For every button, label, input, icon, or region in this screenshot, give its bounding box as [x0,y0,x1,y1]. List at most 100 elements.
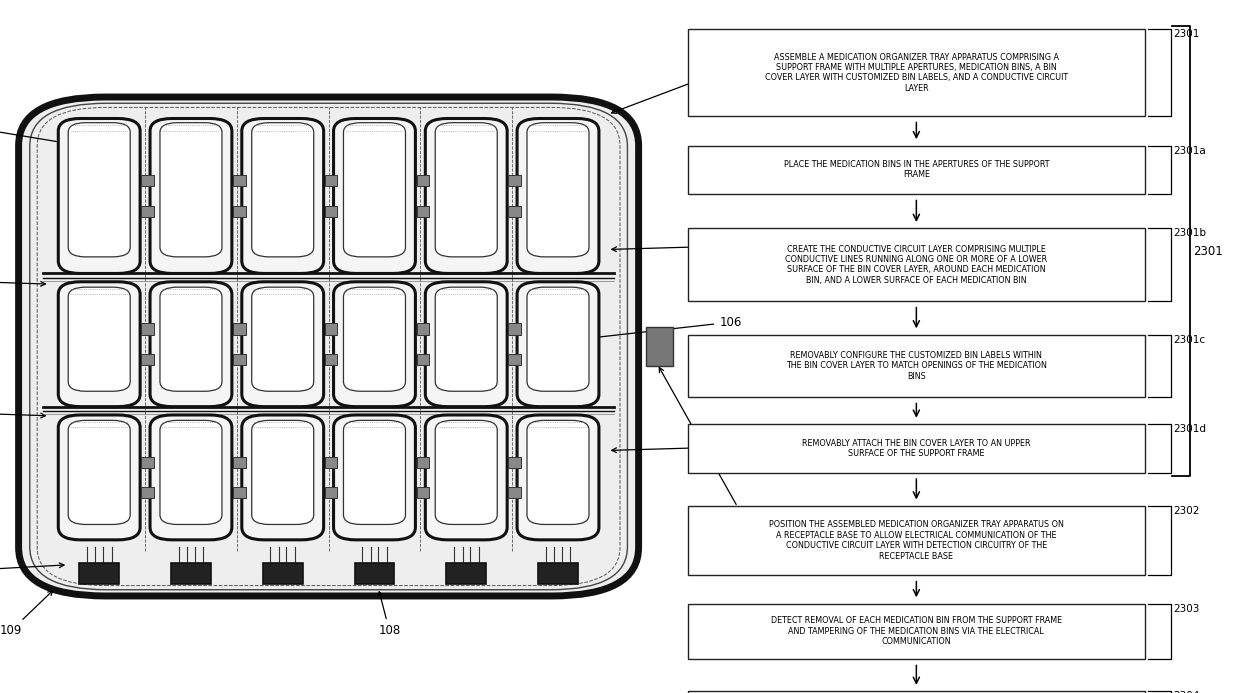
FancyBboxPatch shape [242,282,324,407]
FancyBboxPatch shape [252,287,314,392]
FancyBboxPatch shape [425,415,507,540]
Text: 2301: 2301 [1193,245,1223,258]
FancyBboxPatch shape [58,119,140,274]
Bar [171,563,211,584]
Text: 2301c: 2301c [1173,335,1205,344]
Bar [325,175,337,186]
Bar [141,457,154,468]
FancyBboxPatch shape [425,282,507,407]
Bar [263,563,303,584]
Text: 101a: 101a [0,115,77,146]
FancyBboxPatch shape [343,287,405,392]
Text: POSITION THE ASSEMBLED MEDICATION ORGANIZER TRAY APPARATUS ON
A RECEPTACLE BASE : POSITION THE ASSEMBLED MEDICATION ORGANI… [769,520,1064,561]
Bar [141,487,154,498]
Bar [233,206,246,217]
Text: PLACE THE MEDICATION BINS IN THE APERTURES OF THE SUPPORT
FRAME: PLACE THE MEDICATION BINS IN THE APERTUR… [784,160,1049,179]
FancyBboxPatch shape [19,97,639,596]
FancyBboxPatch shape [242,119,324,274]
Bar [141,175,154,186]
Bar [417,206,429,217]
Bar [141,206,154,217]
FancyBboxPatch shape [252,123,314,257]
Text: 2301b: 2301b [1173,229,1207,238]
FancyBboxPatch shape [688,692,1145,693]
FancyBboxPatch shape [150,415,232,540]
Bar [417,487,429,498]
Text: REMOVABLY CONFIGURE THE CUSTOMIZED BIN LABELS WITHIN
THE BIN COVER LAYER TO MATC: REMOVABLY CONFIGURE THE CUSTOMIZED BIN L… [786,351,1047,381]
Text: 102: 102 [0,274,46,287]
FancyBboxPatch shape [252,421,314,525]
Text: 2301a: 2301a [1173,146,1205,155]
Bar [141,324,154,335]
Text: 2304: 2304 [1173,692,1199,693]
Bar [325,457,337,468]
FancyBboxPatch shape [150,282,232,407]
FancyBboxPatch shape [688,146,1145,194]
FancyBboxPatch shape [58,415,140,540]
FancyBboxPatch shape [688,29,1145,116]
Bar [141,354,154,365]
FancyBboxPatch shape [334,415,415,540]
FancyBboxPatch shape [58,282,140,407]
Bar [417,457,429,468]
FancyBboxPatch shape [527,123,589,257]
FancyBboxPatch shape [435,287,497,392]
FancyBboxPatch shape [68,287,130,392]
Bar [508,175,521,186]
FancyBboxPatch shape [688,506,1145,575]
FancyBboxPatch shape [688,604,1145,659]
FancyBboxPatch shape [343,123,405,257]
Text: CREATE THE CONDUCTIVE CIRCUIT LAYER COMPRISING MULTIPLE
CONDUCTIVE LINES RUNNING: CREATE THE CONDUCTIVE CIRCUIT LAYER COMP… [785,245,1048,285]
FancyBboxPatch shape [334,119,415,274]
Text: 107: 107 [660,367,754,523]
FancyBboxPatch shape [160,123,222,257]
FancyBboxPatch shape [68,123,130,257]
FancyBboxPatch shape [688,424,1145,473]
Text: 105: 105 [0,406,46,419]
FancyBboxPatch shape [160,421,222,525]
Bar [417,175,429,186]
Text: 2302: 2302 [1173,506,1199,516]
FancyBboxPatch shape [688,335,1145,397]
Text: 106: 106 [580,316,742,341]
FancyBboxPatch shape [242,415,324,540]
Bar [325,324,337,335]
Bar [646,327,673,366]
FancyBboxPatch shape [517,415,599,540]
Bar [325,354,337,365]
FancyBboxPatch shape [334,282,415,407]
Bar [417,324,429,335]
Bar [355,563,394,584]
Text: 2301d: 2301d [1173,424,1207,434]
Bar [446,563,486,584]
FancyBboxPatch shape [527,287,589,392]
FancyBboxPatch shape [517,282,599,407]
Bar [233,175,246,186]
Bar [233,324,246,335]
FancyBboxPatch shape [68,421,130,525]
FancyBboxPatch shape [425,119,507,274]
Bar [508,206,521,217]
FancyBboxPatch shape [343,421,405,525]
Bar [325,206,337,217]
Text: 104: 104 [0,563,64,578]
Text: REMOVABLY ATTACH THE BIN COVER LAYER TO AN UPPER
SURFACE OF THE SUPPORT FRAME: REMOVABLY ATTACH THE BIN COVER LAYER TO … [802,439,1030,458]
FancyBboxPatch shape [435,421,497,525]
Text: ASSEMBLE A MEDICATION ORGANIZER TRAY APPARATUS COMPRISING A
SUPPORT FRAME WITH M: ASSEMBLE A MEDICATION ORGANIZER TRAY APP… [765,53,1068,93]
FancyBboxPatch shape [517,119,599,274]
Bar [508,324,521,335]
Bar [508,457,521,468]
Text: 109: 109 [0,590,53,637]
Text: 2301: 2301 [1173,29,1199,40]
Bar [538,563,578,584]
Text: 108: 108 [378,592,401,637]
FancyBboxPatch shape [688,229,1145,301]
Bar [508,354,521,365]
FancyBboxPatch shape [150,119,232,274]
Text: 2303: 2303 [1173,604,1199,613]
FancyBboxPatch shape [435,123,497,257]
Bar [233,487,246,498]
Bar [233,354,246,365]
Bar [233,457,246,468]
Bar [79,563,119,584]
